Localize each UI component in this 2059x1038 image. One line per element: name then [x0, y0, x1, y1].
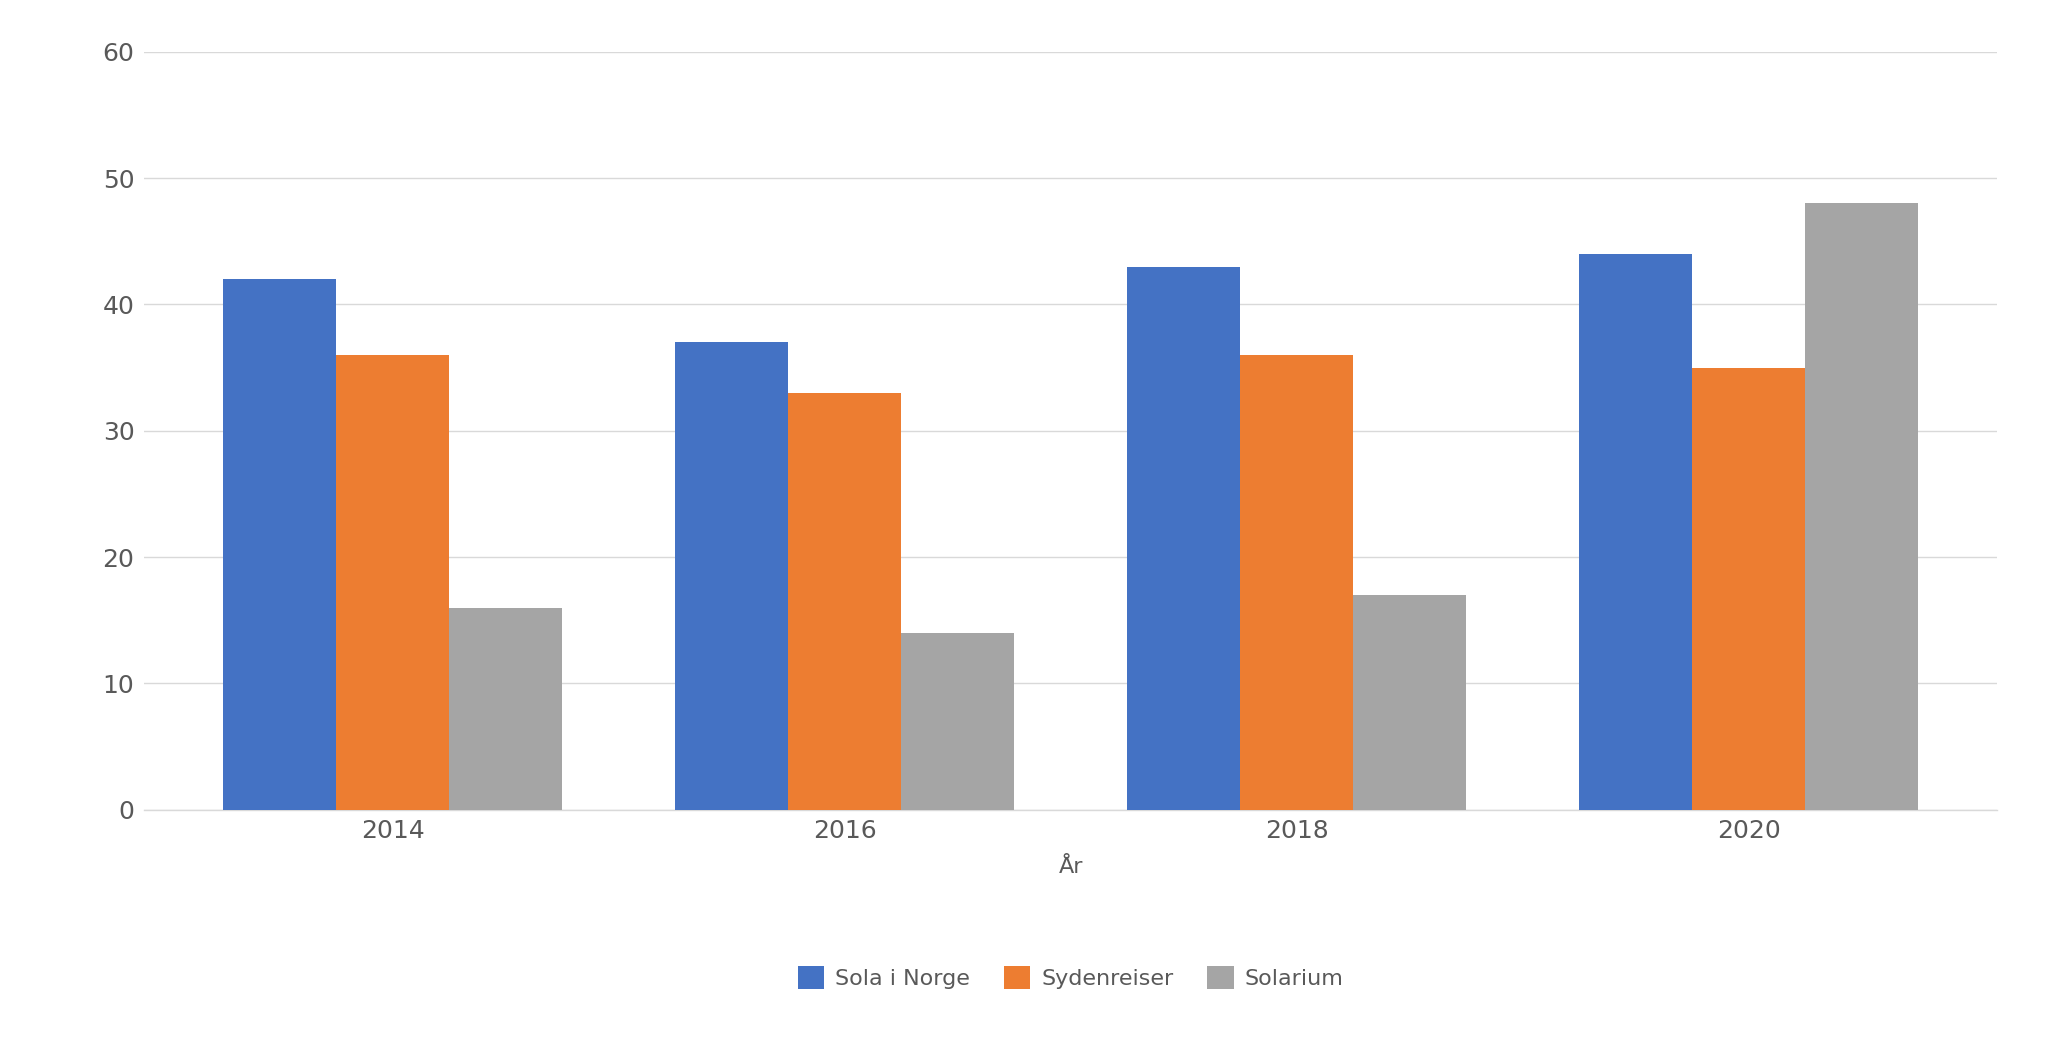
- Bar: [902, 633, 1015, 810]
- Bar: [675, 343, 789, 810]
- Bar: [1126, 267, 1240, 810]
- Bar: [1579, 254, 1692, 810]
- Bar: [1353, 595, 1466, 810]
- Bar: [789, 393, 902, 810]
- Bar: [1806, 203, 1919, 810]
- Bar: [449, 607, 562, 810]
- Bar: [1692, 367, 1806, 810]
- X-axis label: År: År: [1058, 857, 1083, 877]
- Bar: [222, 279, 336, 810]
- Bar: [336, 355, 449, 810]
- Legend: Sola i Norge, Sydenreiser, Solarium: Sola i Norge, Sydenreiser, Solarium: [789, 957, 1353, 998]
- Bar: [1240, 355, 1353, 810]
